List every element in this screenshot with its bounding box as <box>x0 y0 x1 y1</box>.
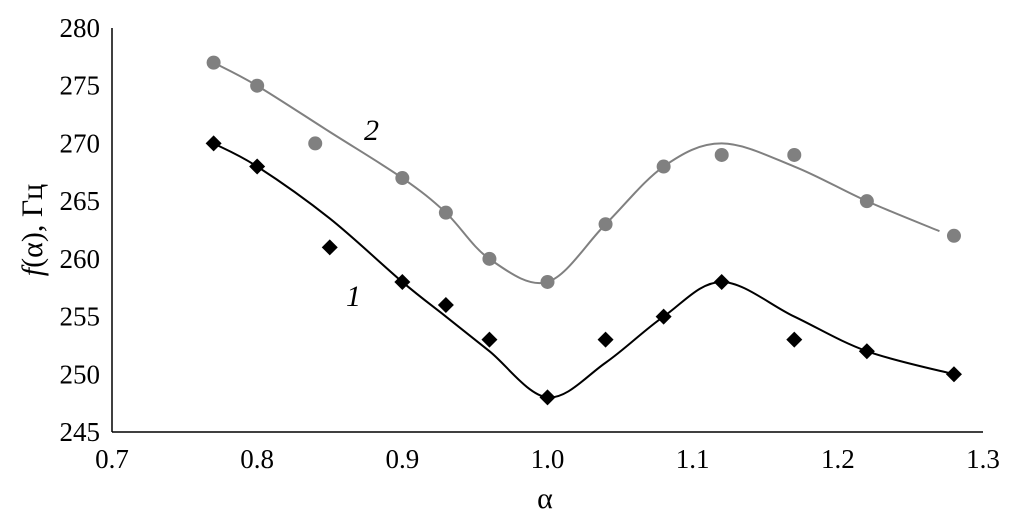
tick-labels: 0.7 0.8 0.9 1.0 1.1 1.2 1.3 245 250 255 260 265 270 2… <box>60 13 1000 474</box>
x-tick-label: 0.8 <box>240 444 274 474</box>
data-point-series-1 <box>205 135 222 152</box>
x-tick-label: 1.1 <box>676 444 710 474</box>
x-tick-label: 1.3 <box>966 444 1000 474</box>
axes <box>111 28 983 433</box>
data-point-series-1 <box>437 297 454 314</box>
data-point-series-2 <box>714 147 729 162</box>
data-point-series-1 <box>539 389 556 406</box>
data-point-series-2 <box>787 147 802 162</box>
data-point-series-1 <box>321 239 338 256</box>
data-point-series-2 <box>946 228 961 243</box>
y-axis-label: f(α), Гц <box>16 184 49 276</box>
y-tick-label: 250 <box>60 359 101 389</box>
data-point-series-2 <box>250 78 265 93</box>
x-tick-label: 0.7 <box>95 444 129 474</box>
plot-area <box>205 55 962 406</box>
x-axis-label: α <box>537 482 553 515</box>
data-point-series-1 <box>858 343 875 360</box>
data-point-series-2 <box>656 159 671 174</box>
y-axis-label-rest: (α), Гц <box>16 184 49 268</box>
data-point-series-2 <box>859 194 874 209</box>
y-tick-label: 270 <box>60 128 101 158</box>
data-point-series-2 <box>206 55 221 70</box>
data-point-series-1 <box>655 308 672 325</box>
data-point-series-2 <box>482 251 497 266</box>
y-tick-label: 255 <box>60 302 101 332</box>
y-tick-label: 265 <box>60 186 101 216</box>
data-point-series-2 <box>438 205 453 220</box>
data-point-series-1 <box>945 366 962 383</box>
series-label-2: 2 <box>364 114 379 147</box>
data-point-series-1 <box>394 273 411 290</box>
trend-curve-1 <box>213 142 955 399</box>
data-point-series-2 <box>540 274 555 289</box>
y-tick-label: 280 <box>60 13 101 43</box>
data-point-series-1 <box>713 273 730 290</box>
series-label-1: 1 <box>346 280 361 313</box>
data-point-series-2 <box>308 136 323 151</box>
data-point-series-2 <box>598 217 613 232</box>
x-tick-label: 1.0 <box>531 444 565 474</box>
y-tick-label: 245 <box>60 417 101 447</box>
y-tick-label: 275 <box>60 71 101 101</box>
y-tick-label: 260 <box>60 244 101 274</box>
data-point-series-1 <box>481 331 498 348</box>
x-tick-label: 1.2 <box>821 444 855 474</box>
data-point-series-2 <box>395 171 410 186</box>
trend-curve-2 <box>213 61 940 285</box>
data-point-series-1 <box>249 158 266 175</box>
data-point-series-1 <box>597 331 614 348</box>
data-point-series-1 <box>786 331 803 348</box>
x-tick-label: 0.9 <box>385 444 419 474</box>
